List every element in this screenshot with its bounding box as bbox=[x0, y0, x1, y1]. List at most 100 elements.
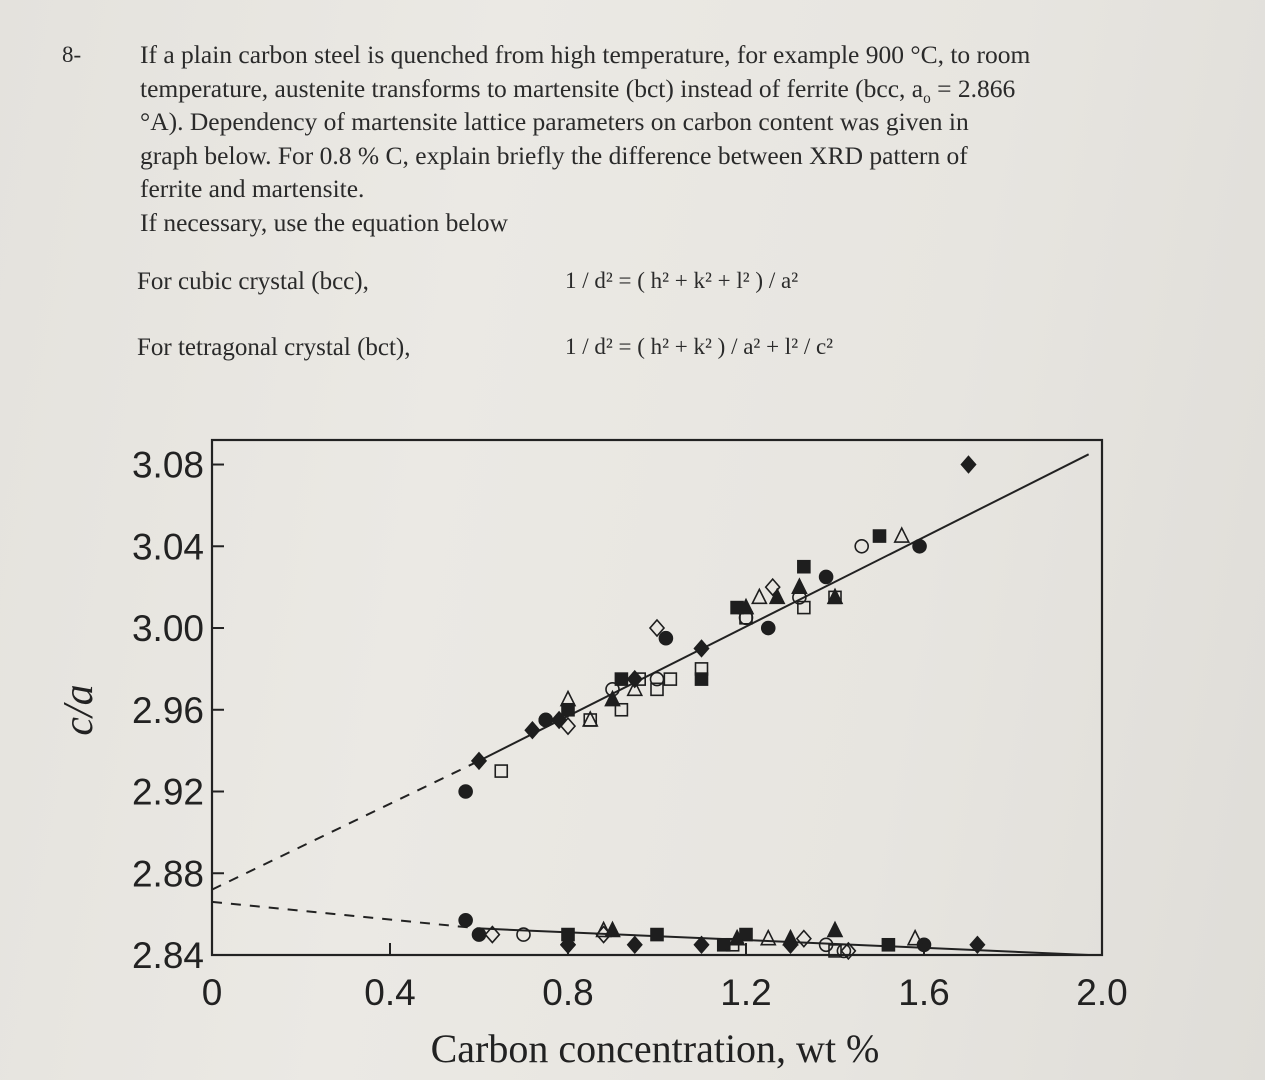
triangle-filled-marker bbox=[826, 920, 844, 938]
circle-open-marker bbox=[649, 671, 665, 687]
y-tick-label: 2.84 bbox=[132, 935, 204, 976]
data-points bbox=[458, 455, 986, 961]
equation-label: For tetragonal crystal (bct), bbox=[137, 334, 411, 361]
square-filled-marker bbox=[872, 529, 887, 543]
tick-labels: 3.08 3.04 3.00 2.96 2.92 2.88 2.840 0.4 0.8 1.2 1.… bbox=[132, 445, 1128, 1013]
circle-filled-marker bbox=[818, 569, 834, 585]
equation-bcc: 1 / d² = ( h² + k² + l² ) / a² bbox=[565, 268, 799, 293]
square-open-marker bbox=[650, 682, 664, 697]
triangle-open-marker bbox=[906, 928, 924, 946]
square-filled-marker bbox=[694, 672, 709, 686]
ca-vs-carbon-chart: 3.08 3.04 3.00 2.96 2.92 2.88 2.840 0.4 0.8 1.2 1.… bbox=[56, 438, 1128, 1071]
diamond-open-marker bbox=[764, 577, 781, 597]
fit-line bbox=[478, 453, 1090, 762]
square-filled-marker bbox=[650, 927, 664, 942]
square-open-marker bbox=[739, 610, 753, 625]
plot-frame bbox=[210, 438, 1104, 957]
question-line: °A). Dependency of martensite lattice pa… bbox=[140, 107, 969, 136]
square-open-marker bbox=[828, 944, 842, 958]
triangle-filled-marker bbox=[604, 689, 621, 707]
y-tick-label: 2.92 bbox=[132, 772, 204, 813]
square-filled-marker bbox=[797, 559, 811, 574]
square-filled-marker bbox=[739, 927, 753, 942]
x-tick-label: 1.2 bbox=[720, 972, 771, 1013]
extrapolation-line bbox=[211, 900, 480, 930]
circle-open-marker bbox=[854, 538, 870, 554]
y-tick-label: 3.04 bbox=[132, 526, 204, 567]
y-tick-label: 3.00 bbox=[132, 608, 204, 649]
diamond-filled-marker bbox=[626, 935, 643, 954]
y-axis-label: c/a bbox=[56, 684, 102, 735]
triangle-filled-marker bbox=[737, 597, 755, 615]
diamond-filled-marker bbox=[960, 455, 977, 474]
question-number: 8- bbox=[62, 42, 82, 67]
equation-label: For cubic crystal (bcc), bbox=[137, 268, 369, 295]
x-tick-label: 0.4 bbox=[364, 972, 415, 1013]
triangle-filled-marker bbox=[791, 577, 808, 594]
question-line: graph below. For 0.8 % C, explain briefl… bbox=[140, 140, 968, 170]
square-filled-marker bbox=[614, 672, 629, 686]
square-open-marker bbox=[614, 702, 629, 717]
square-filled-marker bbox=[716, 937, 731, 952]
circle-open-marker bbox=[836, 943, 852, 959]
triangle-open-marker bbox=[626, 679, 644, 697]
diamond-filled-marker bbox=[693, 935, 710, 954]
diamond-filled-marker bbox=[524, 720, 541, 740]
chart-axes bbox=[210, 438, 1104, 957]
diamond-filled-marker bbox=[969, 935, 986, 954]
diamond-open-marker bbox=[559, 935, 577, 954]
diamond-open-marker bbox=[484, 925, 501, 944]
circle-open-marker bbox=[516, 927, 531, 942]
diamond-filled-marker bbox=[626, 669, 643, 689]
triangle-open-marker bbox=[759, 928, 777, 946]
question-instruction: If necessary, use the equation below bbox=[140, 207, 508, 237]
x-tick-label: 1.6 bbox=[898, 972, 949, 1013]
triangle-filled-marker bbox=[768, 587, 786, 605]
circle-filled-marker bbox=[760, 620, 776, 636]
circle-filled-marker bbox=[471, 927, 487, 942]
circle-filled-marker bbox=[458, 784, 473, 799]
square-open-marker bbox=[494, 764, 509, 778]
x-tick-label: 0.8 bbox=[542, 972, 593, 1013]
y-tick-label: 2.96 bbox=[132, 690, 204, 731]
triangle-filled-marker bbox=[782, 928, 799, 946]
triangle-filled-marker bbox=[728, 928, 746, 946]
circle-filled-marker bbox=[658, 630, 674, 646]
square-filled-marker bbox=[561, 702, 575, 717]
diamond-filled-marker bbox=[470, 751, 488, 771]
fit-line bbox=[478, 927, 1089, 956]
fit-lines bbox=[211, 453, 1090, 956]
circle-open-marker bbox=[792, 590, 807, 605]
y-tick-label: 3.08 bbox=[132, 445, 204, 486]
square-open-marker bbox=[663, 672, 678, 686]
y-tick-label: 2.88 bbox=[132, 853, 204, 894]
triangle-open-marker bbox=[751, 587, 768, 605]
circle-open-marker bbox=[538, 712, 554, 728]
triangle-open-marker bbox=[893, 526, 911, 543]
square-filled-marker bbox=[881, 937, 896, 952]
question-line: ferrite and martensite. bbox=[140, 174, 365, 203]
circle-open-marker bbox=[605, 682, 620, 697]
question-line: If a plain carbon steel is quenched from… bbox=[140, 40, 1031, 69]
diamond-open-marker bbox=[559, 716, 577, 736]
square-filled-marker bbox=[561, 927, 575, 942]
question-line: temperature, austenite transforms to mar… bbox=[140, 73, 1016, 107]
diamond-filled-marker bbox=[693, 639, 710, 658]
square-open-marker bbox=[583, 713, 598, 727]
square-open-marker bbox=[797, 600, 811, 615]
x-tick-label: 2.0 bbox=[1076, 972, 1127, 1013]
diamond-open-marker bbox=[840, 941, 857, 961]
triangle-open-marker bbox=[595, 920, 612, 938]
x-axis-label: Carbon concentration, wt % bbox=[431, 1026, 880, 1071]
x-tick-label: 0 bbox=[202, 972, 223, 1013]
triangle-open-marker bbox=[559, 689, 577, 707]
square-open-marker bbox=[632, 672, 647, 686]
square-open-marker bbox=[828, 590, 842, 605]
extrapolation-line bbox=[211, 759, 480, 891]
question-text: If a plain carbon steel is quenched from… bbox=[140, 38, 1150, 239]
circle-filled-marker bbox=[458, 912, 473, 928]
circle-filled-marker bbox=[912, 538, 927, 554]
diamond-open-marker bbox=[795, 929, 812, 948]
square-open-marker bbox=[694, 662, 709, 676]
